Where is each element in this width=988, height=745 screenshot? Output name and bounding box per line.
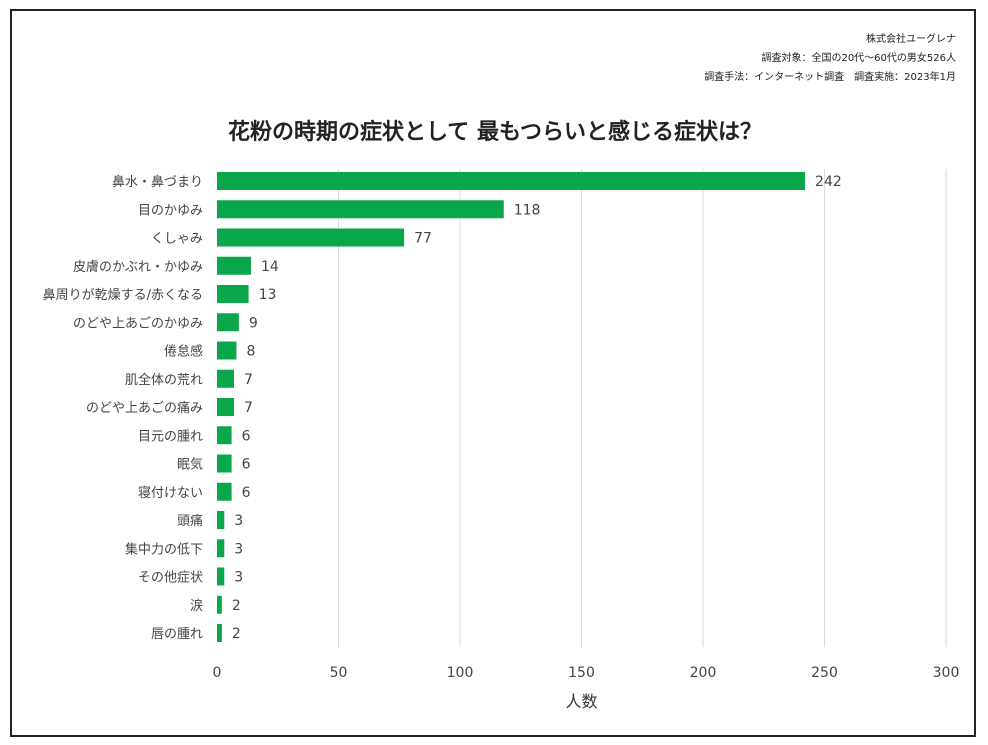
x-tick-label: 150 xyxy=(568,665,595,681)
bar xyxy=(217,454,232,473)
value-label: 7 xyxy=(244,400,253,416)
value-label: 2 xyxy=(232,598,241,614)
value-label: 242 xyxy=(815,174,842,190)
chart-frame: 株式会社ユーグレナ 調査対象：全国の20代〜60代の男女526人 調査手法：イン… xyxy=(10,9,976,737)
category-label: 寝付けない xyxy=(138,485,203,501)
value-label: 2 xyxy=(232,626,241,642)
x-tick-label: 200 xyxy=(690,665,717,681)
bar xyxy=(217,341,237,360)
category-label: 目元の腫れ xyxy=(138,428,203,444)
x-tick-label: 300 xyxy=(933,665,960,681)
gridlines xyxy=(338,169,947,647)
value-label: 3 xyxy=(234,541,243,557)
x-tick-label: 50 xyxy=(330,665,348,681)
bar xyxy=(217,567,225,586)
x-tick-label: 250 xyxy=(811,665,838,681)
bar xyxy=(217,624,222,642)
value-label: 3 xyxy=(234,513,243,529)
bar xyxy=(217,539,225,558)
x-tick-label: 100 xyxy=(447,665,474,681)
x-axis-title: 人数 xyxy=(565,692,597,711)
value-label: 118 xyxy=(514,202,541,218)
category-label: 鼻周りが乾燥する/赤くなる xyxy=(43,287,203,303)
value-label: 3 xyxy=(234,570,243,586)
x-tick-label: 0 xyxy=(213,665,222,681)
category-label: 涙 xyxy=(190,598,203,614)
category-label: 集中力の低下 xyxy=(125,541,203,557)
category-label: 肌全体の荒れ xyxy=(125,372,203,388)
category-label: 鼻水・鼻づまり xyxy=(112,174,203,190)
bars xyxy=(217,172,806,642)
bar xyxy=(217,595,222,614)
bar xyxy=(217,256,252,275)
bar xyxy=(217,398,235,416)
survey-method: 調査手法：インターネット調査 調査実施：2023年1月 xyxy=(704,72,956,83)
bar xyxy=(217,313,239,332)
bar xyxy=(217,285,249,303)
chart-title: 花粉の時期の症状として 最もつらいと感じる症状は？ xyxy=(227,120,763,145)
category-label: 目のかゆみ xyxy=(138,203,203,218)
category-label: 頭痛 xyxy=(177,513,203,529)
bar xyxy=(217,426,232,445)
bar xyxy=(217,511,225,529)
value-label: 14 xyxy=(261,259,279,275)
category-label: 倦怠感 xyxy=(164,344,203,360)
bar xyxy=(217,369,235,388)
category-label: 眠気 xyxy=(177,457,203,473)
category-label: 唇の腫れ xyxy=(151,626,203,642)
value-label: 7 xyxy=(244,372,253,388)
bar xyxy=(217,228,405,247)
company-name: 株式会社ユーグレナ xyxy=(866,34,956,45)
bar xyxy=(217,482,232,501)
bar xyxy=(217,200,504,219)
category-label: その他症状 xyxy=(138,571,203,586)
value-label: 8 xyxy=(246,344,255,360)
value-label: 6 xyxy=(242,485,251,501)
value-label: 9 xyxy=(249,315,258,331)
survey-target: 調査対象：全国の20代〜60代の男女526人 xyxy=(761,53,956,64)
labels: 0 50 100 150 200 250 300 鼻水・鼻づまり 242 目のかゆみ 118 くしゃみ… xyxy=(43,174,960,681)
bar xyxy=(217,172,806,190)
value-label: 6 xyxy=(242,428,251,444)
category-label: くしゃみ xyxy=(151,232,203,247)
category-label: のどや上あごのかゆみ xyxy=(73,315,203,331)
value-label: 13 xyxy=(259,287,277,303)
value-label: 77 xyxy=(414,231,432,247)
value-label: 6 xyxy=(242,457,251,473)
category-label: のどや上あごの痛み xyxy=(86,400,203,416)
category-label: 皮膚のかぶれ・かゆみ xyxy=(73,259,203,275)
bar-chart: 0 50 100 150 200 250 300 鼻水・鼻づまり 242 目のかゆみ 118 くしゃみ… xyxy=(43,169,960,711)
